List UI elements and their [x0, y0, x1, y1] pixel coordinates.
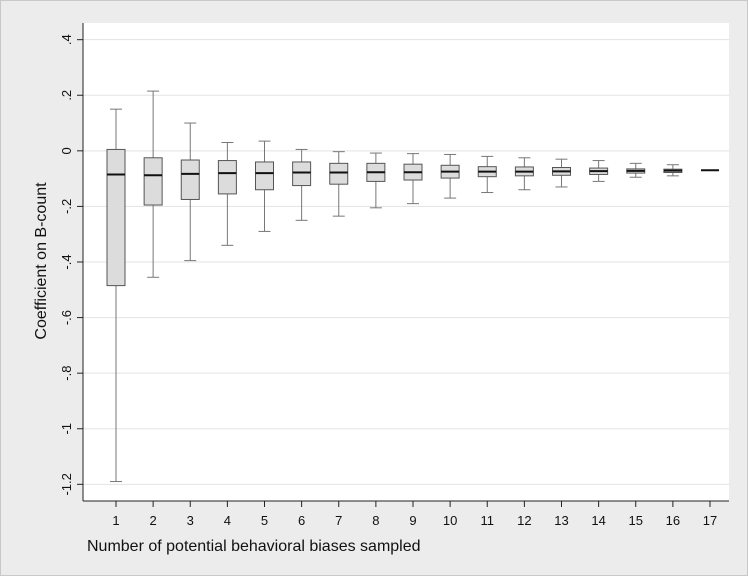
x-tick-label: 4 [224, 513, 231, 528]
box-15 [626, 162, 646, 178]
x-tick-label: 3 [187, 513, 194, 528]
y-axis-label: Coefficient on B-count [33, 182, 50, 340]
iqr-box [292, 161, 312, 187]
x-tick-label: 7 [335, 513, 342, 528]
box-13 [552, 158, 571, 188]
y-tick-label: -.2 [59, 199, 74, 214]
x-tick-label: 15 [629, 513, 643, 528]
x-tick-label: 14 [591, 513, 605, 528]
y-tick-label: -.4 [59, 254, 74, 269]
x-axis-label: Number of potential behavioral biases sa… [87, 538, 421, 555]
x-tick-label: 16 [666, 513, 680, 528]
box-5 [255, 140, 274, 232]
x-tick-label: 12 [517, 513, 531, 528]
box-6 [292, 148, 312, 221]
box-12 [514, 157, 534, 191]
y-ticks: .4 .2 0 -.2 -.4 -.6 -.8 -1 -1.2 [59, 34, 83, 496]
y-tick-label: -.8 [59, 366, 74, 381]
x-ticks: 1 2 3 4 5 6 7 8 9 10 11 12 13 14 15 16 17 [112, 501, 717, 528]
x-tick-label: 10 [443, 513, 457, 528]
x-tick-label: 5 [261, 513, 268, 528]
box-1 [106, 108, 126, 483]
box-2 [143, 90, 163, 278]
box-11 [477, 155, 497, 194]
iqr-box [180, 159, 200, 200]
y-tick-label: .4 [59, 34, 74, 45]
iqr-box [106, 148, 126, 287]
y-tick-label: -1.2 [59, 473, 74, 495]
box-7 [329, 151, 349, 217]
iqr-box [255, 161, 274, 191]
box-3 [180, 122, 200, 262]
box-10 [440, 153, 460, 199]
x-tick-label: 13 [554, 513, 568, 528]
box-4 [217, 142, 237, 246]
box-16 [663, 164, 683, 177]
y-tick-label: 0 [59, 147, 74, 154]
box-8 [366, 152, 386, 209]
x-tick-label: 2 [150, 513, 157, 528]
iqr-box [329, 162, 349, 185]
x-tick-label: 17 [703, 513, 717, 528]
x-tick-label: 6 [298, 513, 305, 528]
x-tick-label: 9 [409, 513, 416, 528]
box-series [106, 90, 719, 483]
y-tick-label: .2 [59, 90, 74, 101]
y-tick-label: -.6 [59, 310, 74, 325]
y-tick-label: -1 [59, 423, 74, 435]
x-tick-label: 1 [112, 513, 119, 528]
iqr-box [143, 157, 163, 206]
iqr-box [217, 160, 237, 195]
x-tick-label: 11 [481, 513, 495, 528]
box-9 [403, 153, 423, 205]
box-14 [589, 160, 609, 182]
x-tick-label: 8 [372, 513, 379, 528]
